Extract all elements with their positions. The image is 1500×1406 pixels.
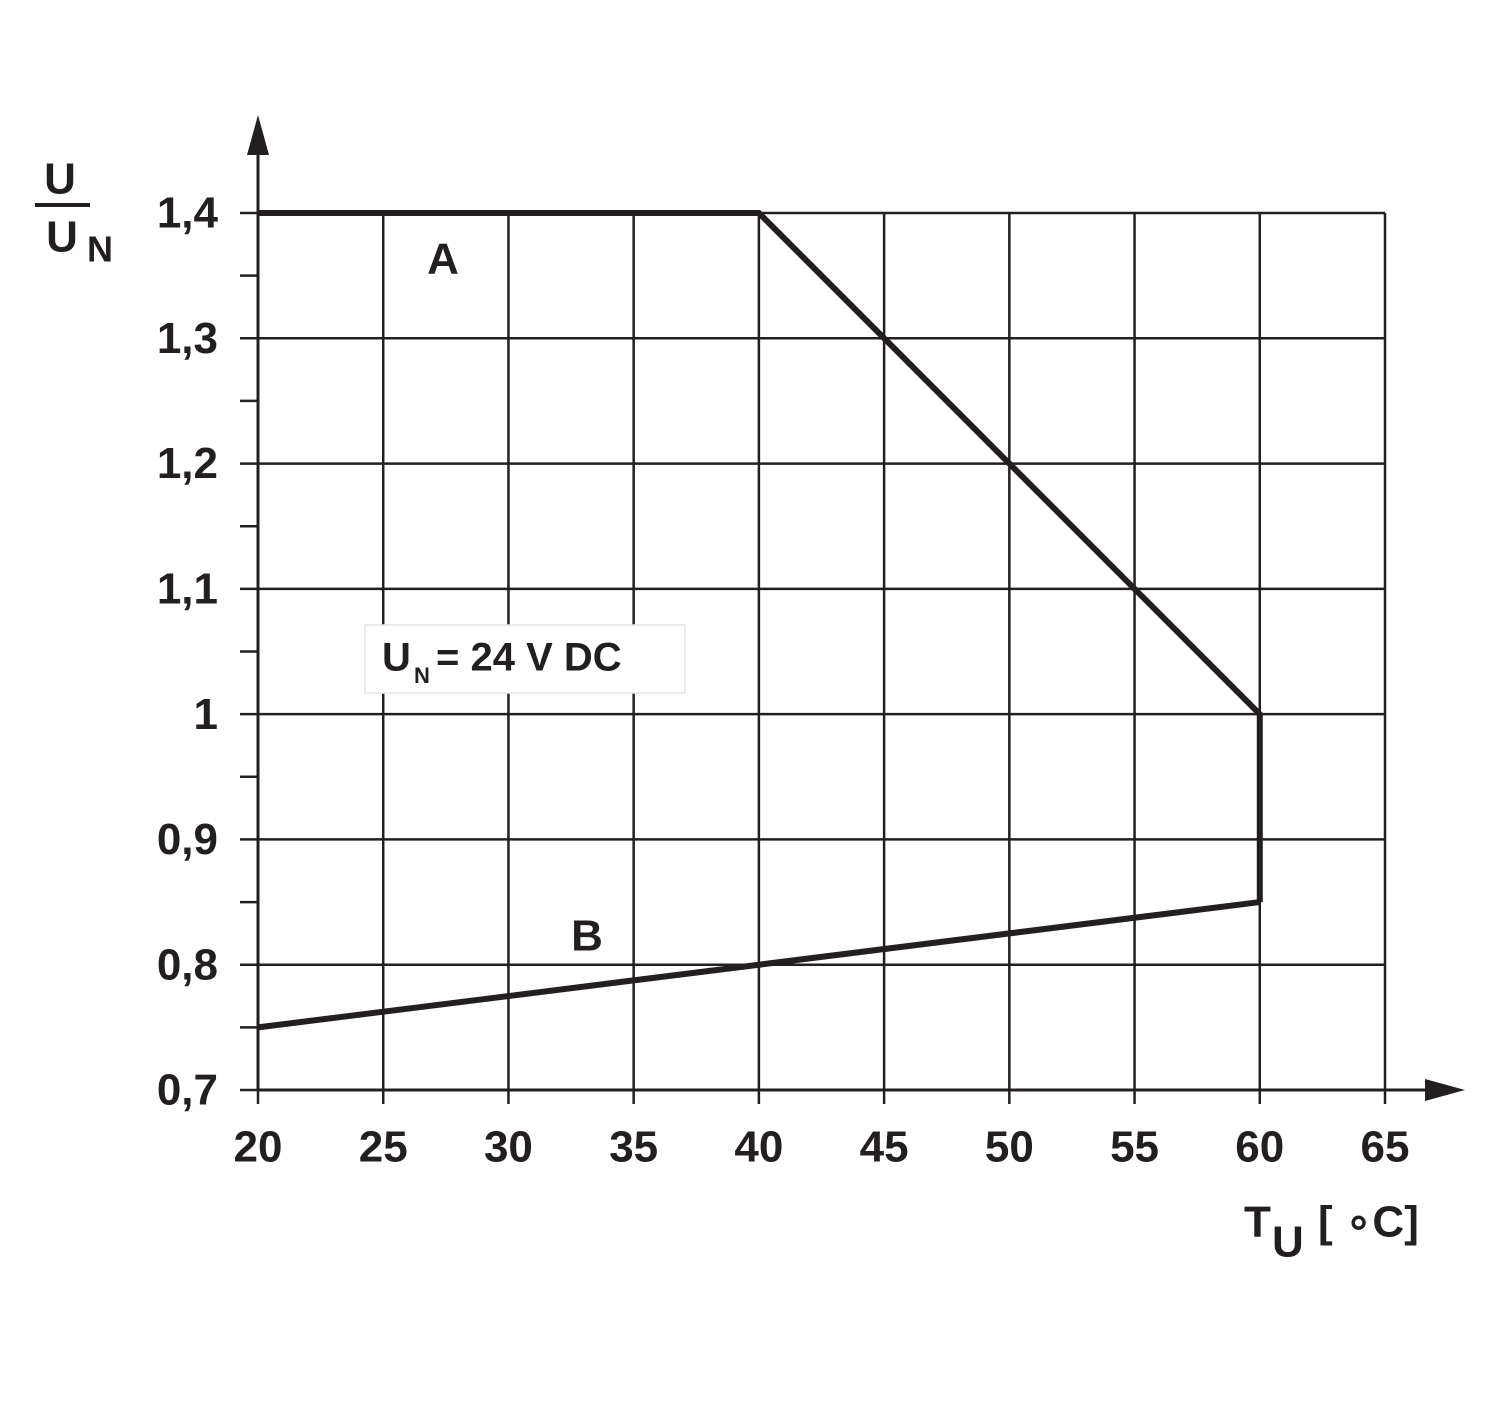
annotation-box	[364, 624, 686, 694]
y-axis-arrow	[247, 115, 269, 155]
x-tick-label: 25	[359, 1123, 408, 1172]
x-tick-label: 45	[860, 1123, 909, 1172]
x-tick-label: 50	[985, 1123, 1034, 1172]
y-label-subscript: N	[87, 229, 113, 270]
y-tick-label: 1,4	[157, 189, 219, 238]
x-tick-label: 55	[1110, 1123, 1159, 1172]
x-tick-label: 65	[1361, 1123, 1410, 1172]
y-tick-label: 1,2	[157, 439, 218, 488]
x-label-unit: [ ∘C]	[1318, 1198, 1419, 1247]
x-tick-label: 30	[484, 1123, 533, 1172]
x-label-symbol: T	[1244, 1198, 1271, 1247]
x-tick-label: 35	[609, 1123, 658, 1172]
data-line	[257, 899, 1261, 1031]
y-label-numerator: U	[44, 155, 76, 204]
data-line	[258, 210, 1263, 903]
annotation: U N = 24 V DC	[364, 624, 686, 694]
annotation-text: = 24 V DC	[436, 636, 622, 680]
series-label: B	[571, 912, 603, 961]
x-tick-label: 20	[234, 1123, 283, 1172]
x-tick-label: 60	[1235, 1123, 1284, 1172]
x-axis-arrow	[1425, 1079, 1465, 1101]
y-tick-label: 1,3	[157, 314, 218, 363]
annotation-symbol: U	[382, 636, 411, 680]
y-tick-label: 0,9	[157, 815, 218, 864]
y-tick-label: 0,7	[157, 1066, 218, 1115]
y-tick-label: 1,1	[157, 564, 218, 613]
y-tick-label: 1	[194, 690, 218, 739]
y-tick-label: 0,8	[157, 940, 218, 989]
x-label-subscript: U	[1272, 1218, 1304, 1267]
x-axis-label: T U [ ∘C]	[1244, 1198, 1419, 1267]
y-axis-label: U U N	[35, 155, 113, 270]
y-label-denominator: U	[46, 213, 78, 262]
x-tick-label: 40	[734, 1123, 783, 1172]
series-label: A	[427, 235, 459, 284]
annotation-subscript: N	[414, 663, 430, 688]
